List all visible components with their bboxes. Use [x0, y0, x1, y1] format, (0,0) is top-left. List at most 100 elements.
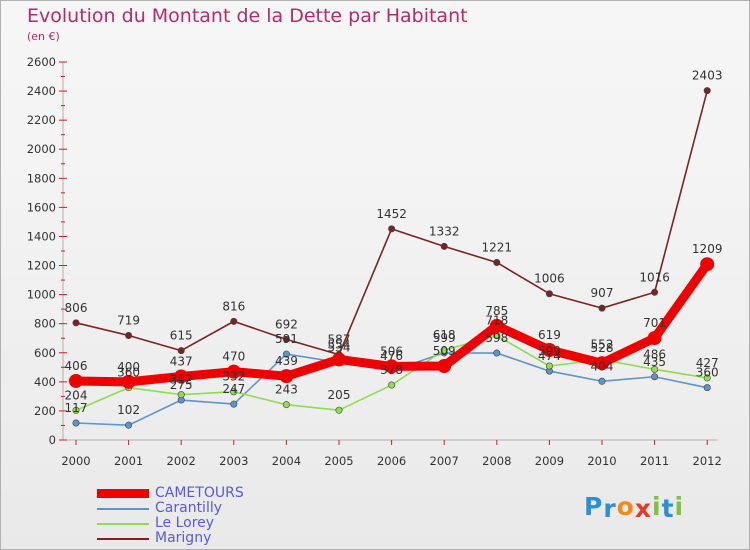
x-tick-label: 2012: [693, 454, 722, 468]
data-point-le-lorey: [545, 362, 553, 370]
x-tick-label: 2004: [272, 454, 301, 468]
data-point-cametours: [700, 257, 715, 272]
x-tick-label: 2011: [640, 454, 669, 468]
data-label-carantilly: 534: [328, 340, 351, 354]
data-label-marigny: 1452: [376, 207, 407, 221]
data-point-marigny: [440, 242, 448, 250]
series-marigny: [72, 87, 711, 359]
proxiti-logo: Proxiti: [584, 492, 684, 523]
chart-title: Evolution du Montant de la Dette par Hab…: [27, 5, 468, 27]
legend-item-carantilly: Carantilly: [97, 501, 244, 516]
data-point-le-lorey: [72, 406, 80, 414]
data-label-marigny: 692: [275, 317, 298, 331]
y-tick-label: 1400: [27, 229, 56, 243]
legend-label: CAMETOURS: [155, 485, 244, 501]
logo-letter: x: [634, 494, 652, 523]
data-label-cametours: 437: [170, 354, 193, 368]
data-point-le-lorey: [177, 391, 185, 399]
data-point-cametours: [121, 374, 136, 389]
data-point-marigny: [125, 331, 133, 339]
data-label-carantilly: 435: [643, 355, 666, 369]
legend-swatch: [97, 522, 149, 525]
data-label-le-lorey: 204: [65, 388, 88, 402]
chart-unit-label: (en €): [27, 30, 60, 43]
series-cametours: [69, 257, 715, 389]
y-tick-label: 2600: [27, 55, 56, 69]
y-tick-label: 600: [34, 346, 56, 360]
data-label-cametours: 406: [65, 359, 88, 373]
data-label-carantilly: 598: [485, 331, 508, 345]
data-label-le-lorey: 205: [328, 388, 351, 402]
y-tick-label: 2000: [27, 142, 56, 156]
data-label-carantilly: 275: [170, 378, 193, 392]
y-tick-label: 1200: [27, 259, 56, 273]
data-label-le-lorey: 552: [591, 338, 614, 352]
data-point-cametours: [489, 318, 504, 333]
x-tick-label: 2008: [482, 454, 511, 468]
data-label-cametours: 506: [380, 344, 403, 358]
data-label-marigny: 587: [328, 333, 351, 347]
logo-letter: t: [661, 494, 675, 523]
y-tick-label: 2400: [27, 84, 56, 98]
data-point-marigny: [598, 304, 606, 312]
data-label-marigny: 1221: [482, 240, 513, 254]
legend-item-le-lorey: Le Lorey: [97, 516, 244, 531]
data-label-le-lorey: 312: [170, 373, 193, 387]
data-point-cametours: [437, 358, 452, 373]
x-tick-label: 2002: [167, 454, 196, 468]
data-label-le-lorey: 378: [380, 363, 403, 377]
data-label-marigny: 907: [591, 286, 614, 300]
data-label-carantilly: 474: [538, 349, 561, 363]
series-line-marigny: [75, 89, 709, 356]
data-point-marigny: [177, 347, 185, 355]
data-label-carantilly: 591: [275, 332, 298, 346]
data-point-cametours: [542, 343, 557, 358]
data-label-cametours: 554: [328, 337, 351, 351]
data-point-carantilly: [651, 373, 659, 381]
legend-swatch: [97, 537, 149, 540]
data-label-le-lorey: 332: [222, 370, 245, 384]
data-label-marigny: 1016: [639, 270, 670, 284]
x-tick-label: 2009: [535, 454, 564, 468]
data-label-marigny: 816: [222, 299, 245, 313]
data-point-cametours: [647, 331, 662, 346]
x-tick-label: 2007: [430, 454, 459, 468]
data-point-marigny: [282, 335, 290, 343]
data-label-cametours: 619: [538, 328, 561, 342]
y-tick-label: 200: [34, 404, 56, 418]
x-tick-label: 2003: [219, 454, 248, 468]
data-label-cametours: 509: [433, 344, 456, 358]
data-label-marigny: 615: [170, 329, 193, 343]
data-label-marigny: 1332: [429, 224, 460, 238]
data-label-cametours: 701: [643, 316, 666, 330]
data-point-marigny: [72, 319, 80, 327]
x-tick-label: 2005: [324, 454, 353, 468]
data-label-cametours: 470: [222, 350, 245, 364]
y-tick-label: 1800: [27, 171, 56, 185]
data-point-carantilly: [493, 349, 501, 357]
data-point-le-lorey: [651, 365, 659, 373]
data-point-marigny: [651, 288, 659, 296]
data-label-cametours: 1209: [692, 242, 723, 256]
logo-letter: r: [603, 494, 617, 523]
data-point-marigny: [545, 290, 553, 298]
data-label-carantilly: 360: [696, 366, 719, 380]
data-label-cametours: 528: [591, 341, 614, 355]
data-label-le-lorey: 486: [643, 347, 666, 361]
data-label-carantilly: 404: [591, 359, 614, 373]
data-point-cametours: [226, 364, 241, 379]
data-label-le-lorey: 360: [117, 366, 140, 380]
chart-legend: CAMETOURS Carantilly Le Lorey Marigny: [97, 486, 244, 546]
x-tick-label: 2001: [114, 454, 143, 468]
data-label-cametours: 785: [485, 304, 508, 318]
y-tick-label: 800: [34, 317, 56, 331]
data-label-marigny: 806: [65, 301, 88, 315]
legend-item-cametours: CAMETOURS: [97, 486, 244, 501]
y-tick-label: 0: [49, 433, 56, 447]
data-point-le-lorey: [335, 406, 343, 414]
legend-swatch: [97, 507, 149, 510]
y-tick-label: 400: [34, 375, 56, 389]
data-label-carantilly: 247: [222, 382, 245, 396]
